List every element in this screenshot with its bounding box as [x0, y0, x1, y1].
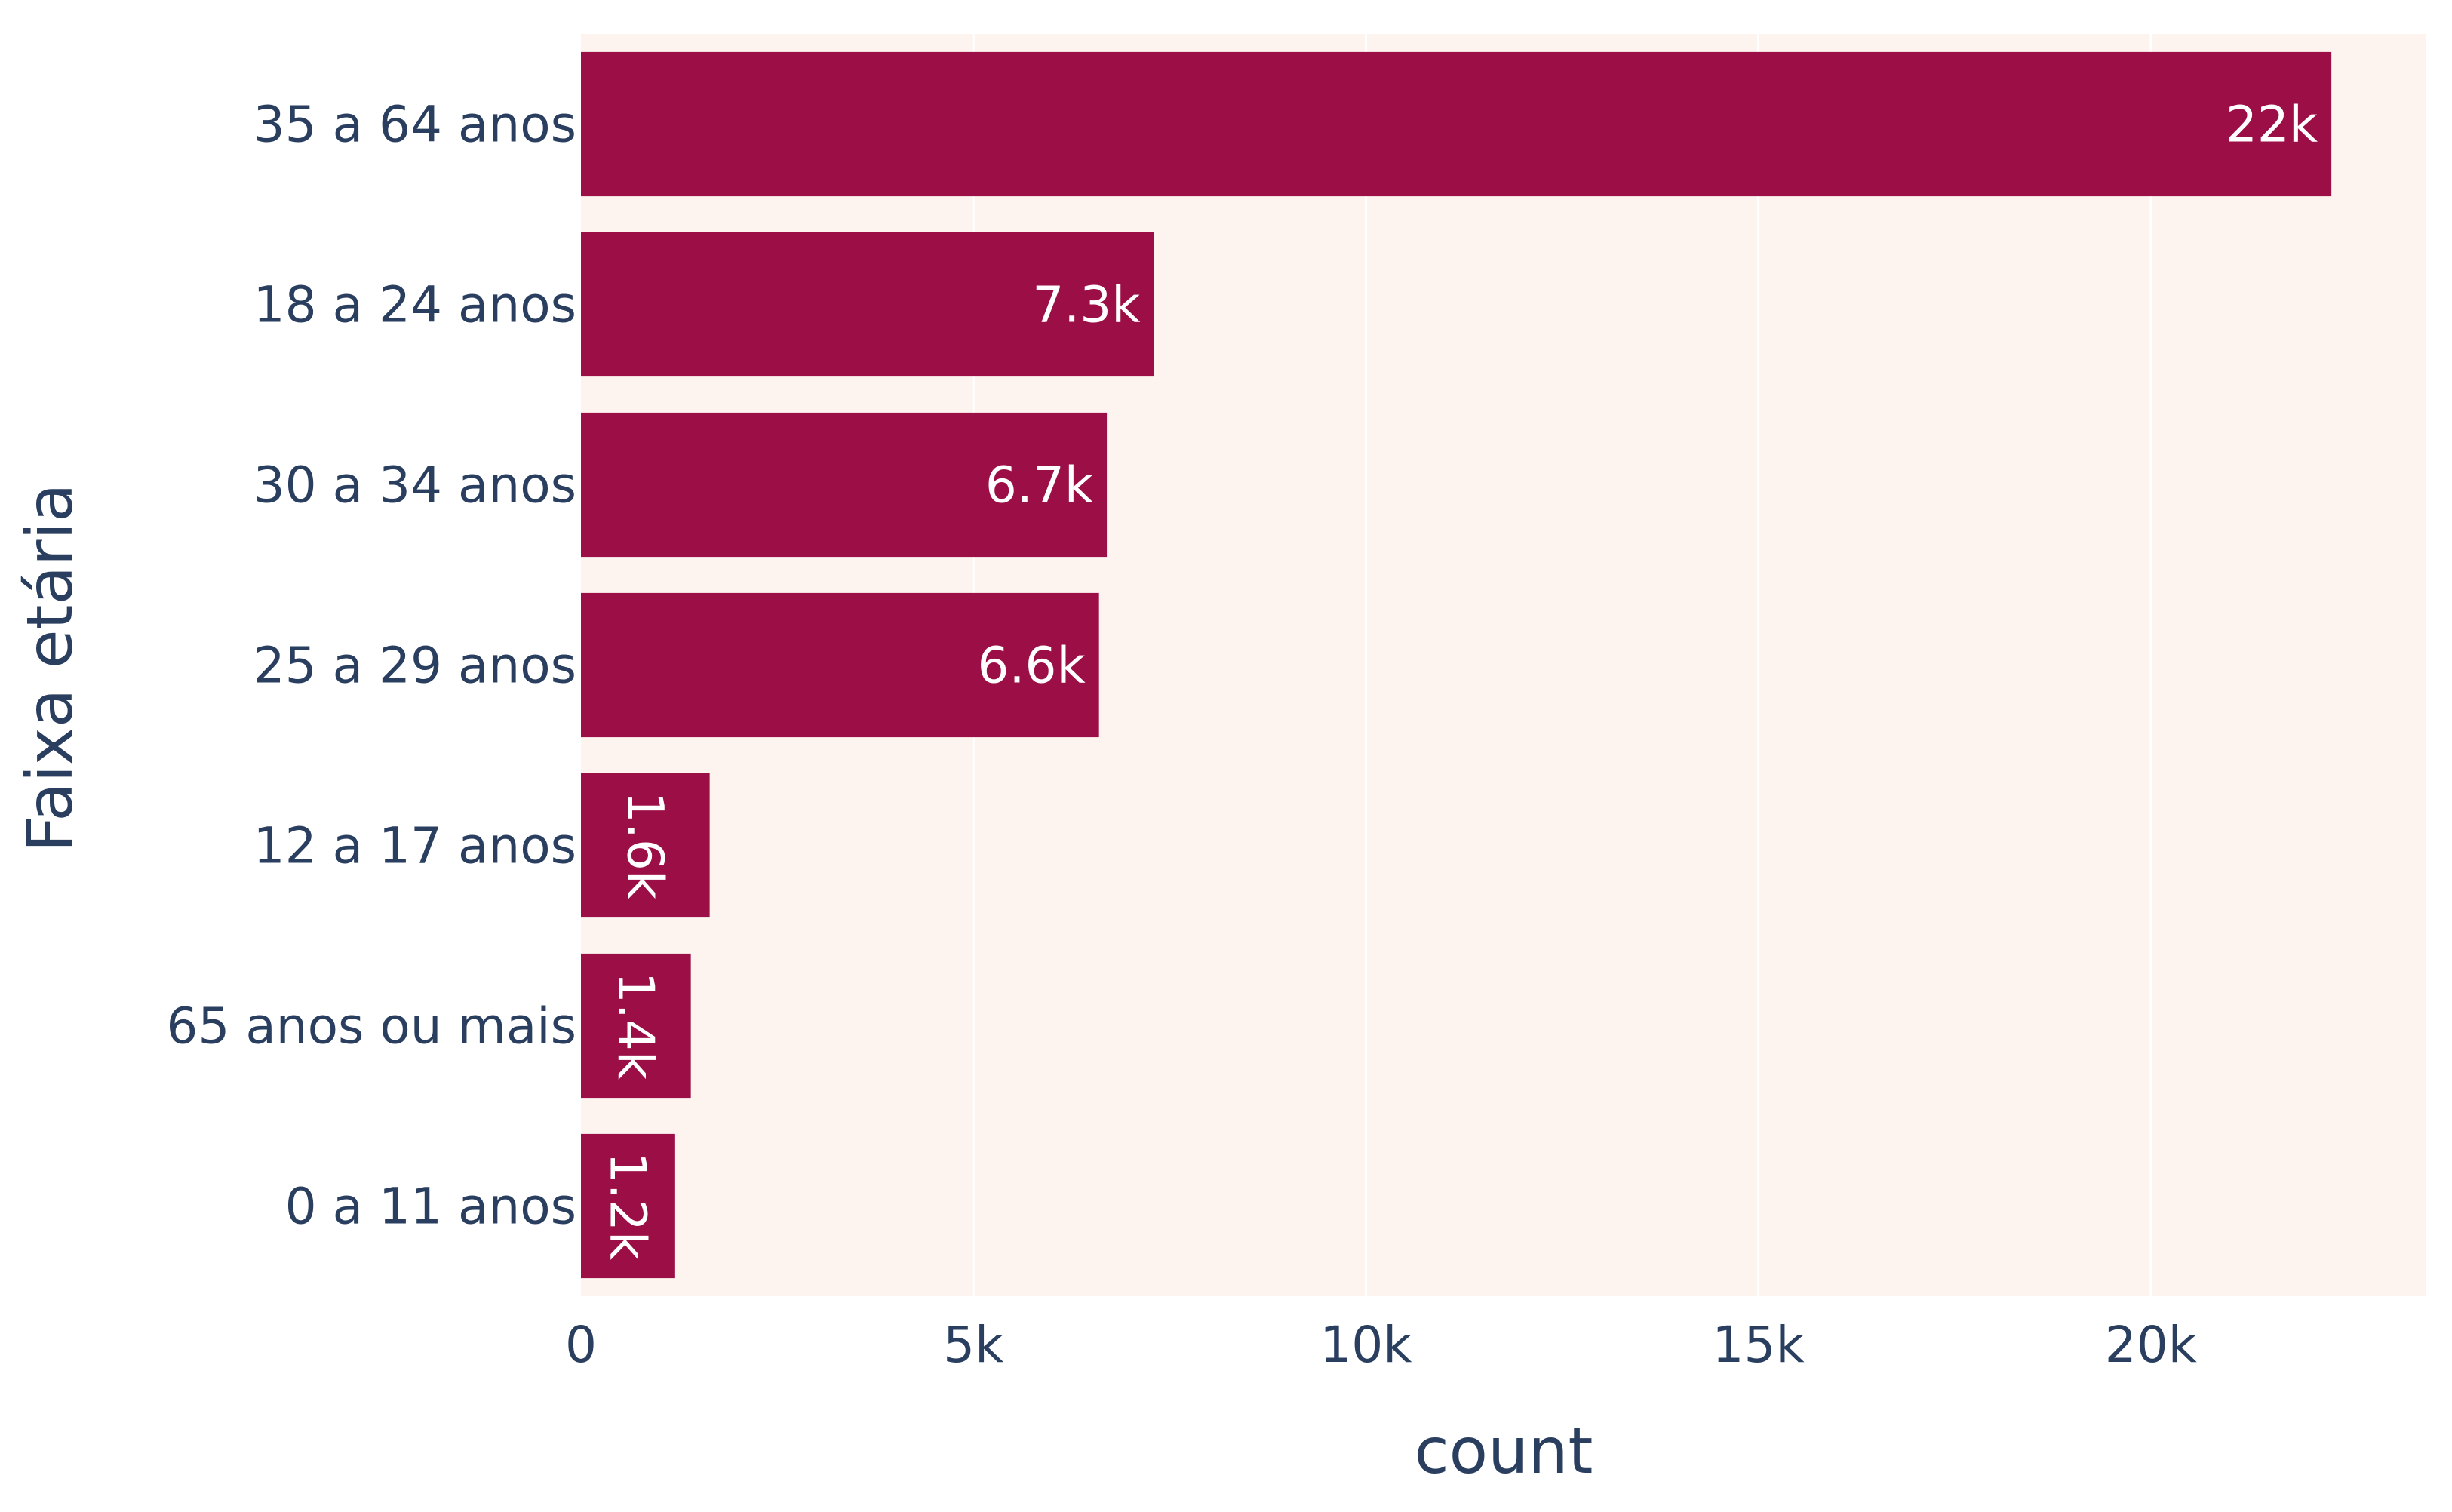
bar-value-label: 1.4k: [607, 972, 665, 1080]
y-tick-label: 35 a 64 anos: [253, 96, 576, 154]
bar: [581, 51, 2332, 197]
bars: [581, 51, 2332, 1279]
bar: [581, 412, 1108, 558]
bar-value-label: 6.6k: [977, 637, 1086, 695]
x-axis-title: count: [1415, 1414, 1593, 1488]
bar: [581, 592, 1099, 738]
bar-value-label: 6.7k: [985, 456, 1094, 515]
y-tick-label: 12 a 17 anos: [253, 817, 576, 875]
y-axis-ticks: 35 a 64 anos 18 a 24 anos 30 a 34 anos 25 a…: [166, 96, 576, 1236]
x-tick-label: 15k: [1713, 1316, 1805, 1374]
bar-value-label: 1.6k: [616, 791, 674, 900]
y-tick-label: 18 a 24 anos: [253, 276, 576, 334]
y-tick-label: 65 anos ou mais: [166, 997, 576, 1056]
bar-value-label: 7.3k: [1032, 276, 1141, 334]
bar: [581, 1133, 675, 1279]
x-tick-label: 0: [565, 1316, 597, 1374]
y-tick-label: 0 a 11 anos: [285, 1178, 576, 1236]
bar-labels: 22k 7.3k 6.7k 6.6k 1.6k 1.4k 1.2k: [598, 96, 2318, 1261]
bar: [581, 953, 691, 1099]
y-tick-label: 25 a 29 anos: [253, 637, 576, 695]
bar-value-label: 22k: [2226, 96, 2318, 154]
x-tick-label: 20k: [2105, 1316, 2198, 1374]
x-axis-ticks: 0 5k 10k 15k 20k: [565, 1316, 2198, 1374]
y-tick-label: 30 a 34 anos: [253, 456, 576, 515]
x-tick-label: 5k: [943, 1316, 1004, 1374]
bar: [581, 773, 710, 918]
y-axis-title: Faixa etária: [13, 484, 87, 853]
x-tick-label: 10k: [1320, 1316, 1412, 1374]
bar-value-label: 1.2k: [598, 1152, 656, 1261]
bar: [581, 232, 1154, 377]
